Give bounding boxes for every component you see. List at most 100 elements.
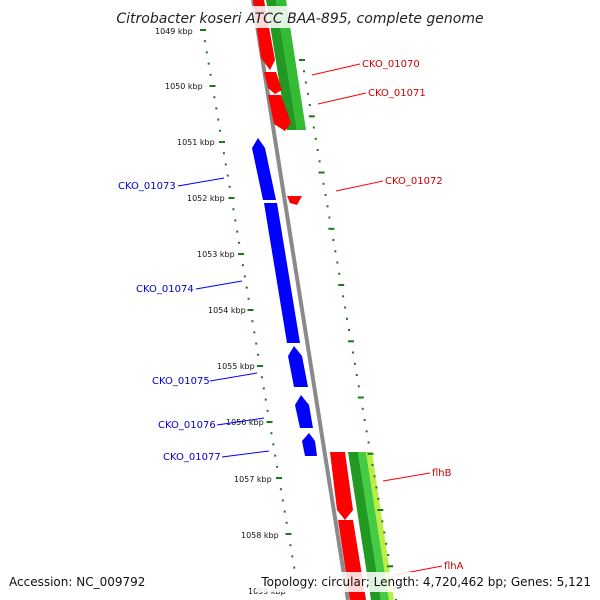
tick-minor (367, 441, 370, 444)
tick-major (387, 565, 394, 568)
tick-minor (334, 250, 337, 253)
tick-minor (209, 73, 212, 76)
accession-text: Accession: NC_009792 (9, 575, 145, 589)
map-title: Citrobacter koseri ATCC BAA-895, complet… (116, 11, 483, 27)
gene-label-CKO_01074: CKO_01074 (136, 284, 194, 295)
tick-minor (224, 163, 227, 166)
tick-minor (291, 555, 294, 558)
tick-minor (361, 407, 364, 410)
tick-minor (228, 185, 231, 188)
gene-label-CKO_01075: CKO_01075 (152, 376, 210, 387)
tick-major (276, 477, 282, 479)
tick-minor (363, 419, 366, 421)
tick-minor (213, 96, 216, 99)
leader-flhB (382, 472, 431, 482)
tick-minor (236, 230, 239, 233)
outer-tick-dots (299, 59, 397, 600)
track-green-top (266, 0, 297, 130)
gene-CKO_01072-arrow (287, 196, 302, 205)
tick-minor (281, 499, 284, 502)
leader-CKO_01077 (221, 450, 270, 458)
tick-minor (276, 465, 279, 468)
tick-minor (322, 182, 325, 185)
feature-track-bottom (348, 452, 394, 600)
tick-major (318, 171, 325, 174)
tick-minor (262, 387, 265, 390)
gene-CKO_01077-arrow (302, 433, 317, 456)
gene-label-flhB: flhB (432, 468, 452, 479)
tick-minor (205, 51, 208, 54)
tick-minor (377, 497, 380, 500)
tick-major (228, 197, 235, 199)
tick-minor (222, 152, 225, 155)
tick-minor (238, 241, 241, 244)
track-green-bottom (348, 452, 381, 600)
leader-CKO_01074 (195, 280, 243, 290)
tick-minor (357, 385, 360, 388)
tick-major (357, 396, 364, 399)
tick-minor (336, 261, 339, 264)
tick-minor (260, 376, 263, 379)
tick-minor (226, 174, 229, 177)
tick-minor (203, 40, 206, 43)
tick-minor (332, 239, 335, 241)
reverse-gene-labels: CKO_01073 CKO_01074 CKO_01075 CKO_01076 … (118, 177, 270, 463)
tick-major (299, 59, 305, 61)
tick-minor (383, 531, 386, 534)
tick-minor (318, 160, 321, 163)
tick-major (377, 509, 384, 511)
title-backdrop (110, 6, 490, 28)
tick-label-1058: 1058 kbp (241, 531, 279, 540)
tick-minor (232, 208, 235, 211)
gene-label-CKO_01076: CKO_01076 (158, 420, 216, 431)
tick-minor (312, 126, 315, 129)
tick-minor (207, 62, 210, 65)
tick-minor (255, 342, 258, 345)
tick-minor (251, 320, 254, 323)
tick-minor (344, 306, 347, 309)
tick-labels: 1049 kbp 1050 kbp 1051 kbp 1052 kbp 1053… (155, 27, 286, 596)
tick-minor (373, 475, 376, 478)
tick-minor (217, 118, 220, 121)
tick-minor (293, 566, 296, 569)
tick-minor (285, 521, 288, 524)
tick-major (238, 253, 244, 255)
gene-CKO_01074-arrow (264, 203, 300, 343)
footer-backdrop-right (256, 572, 600, 592)
tick-major (308, 115, 315, 118)
tick-minor (270, 432, 273, 435)
gene-CKO_01075-arrow (288, 346, 308, 387)
tick-minor (355, 374, 358, 376)
tick-major (338, 284, 345, 286)
feature-track-top (266, 0, 306, 130)
tick-minor (243, 275, 246, 278)
tick-major (266, 421, 273, 423)
tick-minor (257, 353, 260, 356)
tick-minor (338, 272, 341, 275)
gene-label-CKO_01071: CKO_01071 (368, 88, 426, 99)
tick-minor (289, 544, 292, 547)
tick-minor (387, 554, 390, 556)
tick-minor (241, 264, 244, 267)
tick-minor (253, 331, 256, 334)
tick-major (328, 227, 335, 230)
gene-label-flhA: flhA (444, 561, 464, 572)
gene-flhB-arrow (330, 452, 353, 520)
forward-genes (253, 0, 366, 600)
tick-label-1050: 1050 kbp (165, 82, 203, 91)
tick-label-1049: 1049 kbp (155, 27, 193, 36)
reverse-genes (252, 138, 317, 456)
tick-minor (385, 542, 388, 545)
leader-CKO_01076 (216, 417, 265, 426)
leader-CKO_01072 (335, 180, 384, 192)
tick-minor (314, 137, 317, 140)
tick-minor (274, 454, 277, 457)
tick-minor (346, 317, 348, 320)
gene-label-CKO_01077: CKO_01077 (163, 452, 221, 463)
genome-backbone (251, 0, 350, 600)
gene-CKO_01073-arrow (252, 138, 276, 200)
tick-minor (234, 219, 237, 222)
track-green-light-top (276, 0, 306, 130)
